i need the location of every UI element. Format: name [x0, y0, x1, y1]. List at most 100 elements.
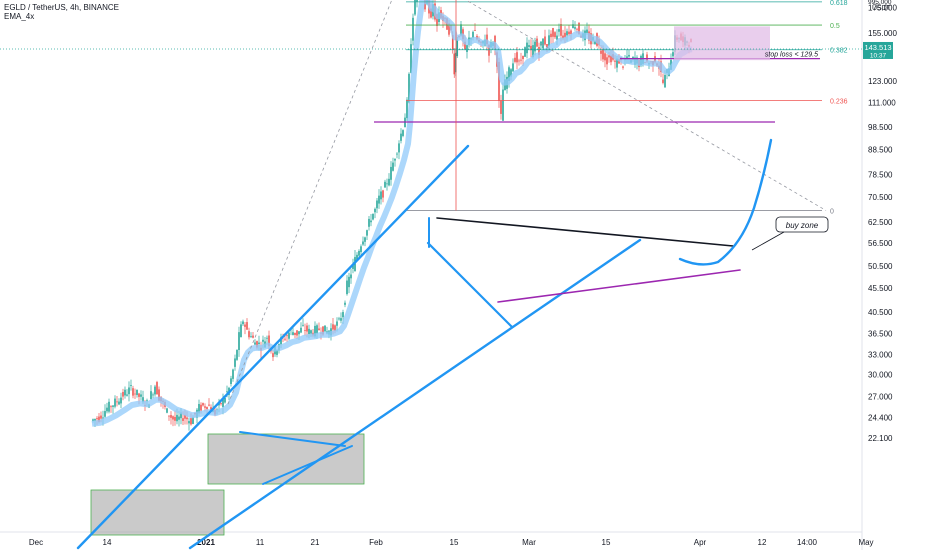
y-tick-label: 22.100	[868, 434, 893, 443]
fib-label: 0.618	[830, 0, 848, 7]
candle-body	[114, 398, 116, 407]
candle-body	[348, 276, 350, 288]
candle-body	[500, 100, 502, 114]
candle-body	[368, 218, 370, 227]
buy-zone-label: buy zone	[786, 221, 819, 230]
swing-line	[426, 241, 514, 329]
y-tick-label: 155.000	[868, 29, 897, 38]
candle-body	[398, 143, 400, 153]
candle-body	[360, 246, 362, 253]
candle-body	[292, 332, 294, 335]
candle-body	[338, 318, 340, 320]
candle-body	[574, 27, 576, 29]
candle-body	[548, 35, 550, 47]
candle-body	[110, 406, 112, 408]
candle-body	[532, 45, 534, 57]
candle-body	[226, 391, 228, 393]
candle-body	[342, 312, 344, 318]
candle-body	[200, 404, 202, 411]
candle-body	[530, 45, 532, 51]
candle-body	[204, 406, 206, 408]
x-tick-label: 11	[256, 538, 265, 547]
candle-body	[488, 44, 490, 56]
x-tick-label: 2021	[197, 538, 215, 547]
candle-body	[146, 400, 148, 402]
fib-label: 0	[830, 208, 834, 215]
candle-body	[236, 349, 238, 360]
y-tick-label: 56.500	[868, 239, 893, 248]
candle-body	[626, 56, 628, 60]
x-tick-label: 14	[103, 538, 112, 547]
candle-body	[424, 0, 426, 10]
candle-body	[106, 407, 108, 412]
candle-body	[464, 41, 466, 50]
candle-body	[518, 60, 520, 62]
candle-body	[594, 41, 596, 45]
candle-body	[352, 263, 354, 269]
candle-body	[250, 336, 252, 338]
candle-body	[190, 418, 192, 425]
candle-body	[558, 29, 560, 32]
candle-body	[98, 416, 100, 422]
candle-body	[322, 326, 324, 335]
candle-body	[138, 393, 140, 397]
candle-body	[172, 416, 174, 420]
candle-body	[610, 55, 612, 63]
candle-body	[382, 190, 384, 198]
candle-body	[192, 417, 194, 424]
candle-body	[140, 394, 142, 397]
currency-label: USDT	[872, 5, 892, 12]
candle-body	[672, 52, 674, 57]
symbol-title: EGLD / TetherUS, 4h, BINANCE	[4, 3, 120, 12]
candle-body	[254, 342, 256, 345]
candle-body	[94, 418, 96, 421]
candle-body	[664, 74, 666, 88]
candle-body	[430, 8, 432, 18]
candle-body	[178, 416, 180, 420]
candle-body	[108, 401, 110, 412]
candle-body	[542, 38, 544, 49]
candle-body	[388, 178, 390, 186]
y-tick-label: 27.000	[868, 392, 893, 401]
candle-body	[414, 0, 416, 15]
candle-body	[168, 415, 170, 417]
candle-body	[310, 330, 312, 334]
candle-body	[286, 335, 288, 337]
candle-body	[578, 22, 580, 34]
y-tick-label: 70.500	[868, 193, 893, 202]
candle-body	[466, 45, 468, 52]
candle-body	[96, 418, 98, 420]
candle-body	[502, 89, 504, 121]
candle-body	[550, 33, 552, 38]
x-tick-label: Dec	[29, 538, 43, 547]
candle-body	[408, 73, 410, 103]
candle-body	[536, 38, 538, 47]
y-tick-label: 62.500	[868, 218, 893, 227]
candle-body	[608, 55, 610, 58]
candle-body	[396, 153, 398, 155]
x-tick-label: 12	[758, 538, 767, 547]
candle-body	[166, 408, 168, 413]
candle-body	[358, 250, 360, 256]
x-tick-label: Feb	[369, 538, 383, 547]
candle-body	[316, 325, 318, 334]
candle-body	[622, 66, 624, 68]
candle-body	[242, 321, 244, 325]
current-price-tag	[863, 41, 893, 59]
candle-body	[560, 23, 562, 36]
fib-label: 0.236	[830, 99, 848, 106]
candle-body	[152, 394, 154, 396]
candle-body	[116, 401, 118, 403]
x-tick-label: 14:00	[797, 538, 818, 547]
candle-body	[170, 415, 172, 418]
candle-body	[298, 331, 300, 335]
candle-body	[284, 338, 286, 340]
candle-body	[306, 325, 308, 332]
candle-body	[524, 47, 526, 57]
candle-body	[570, 30, 572, 35]
candle-body	[318, 328, 320, 331]
candle-body	[176, 414, 178, 422]
triangle-upper-line	[436, 217, 734, 247]
candle-body	[552, 28, 554, 37]
candle-body	[514, 57, 516, 62]
